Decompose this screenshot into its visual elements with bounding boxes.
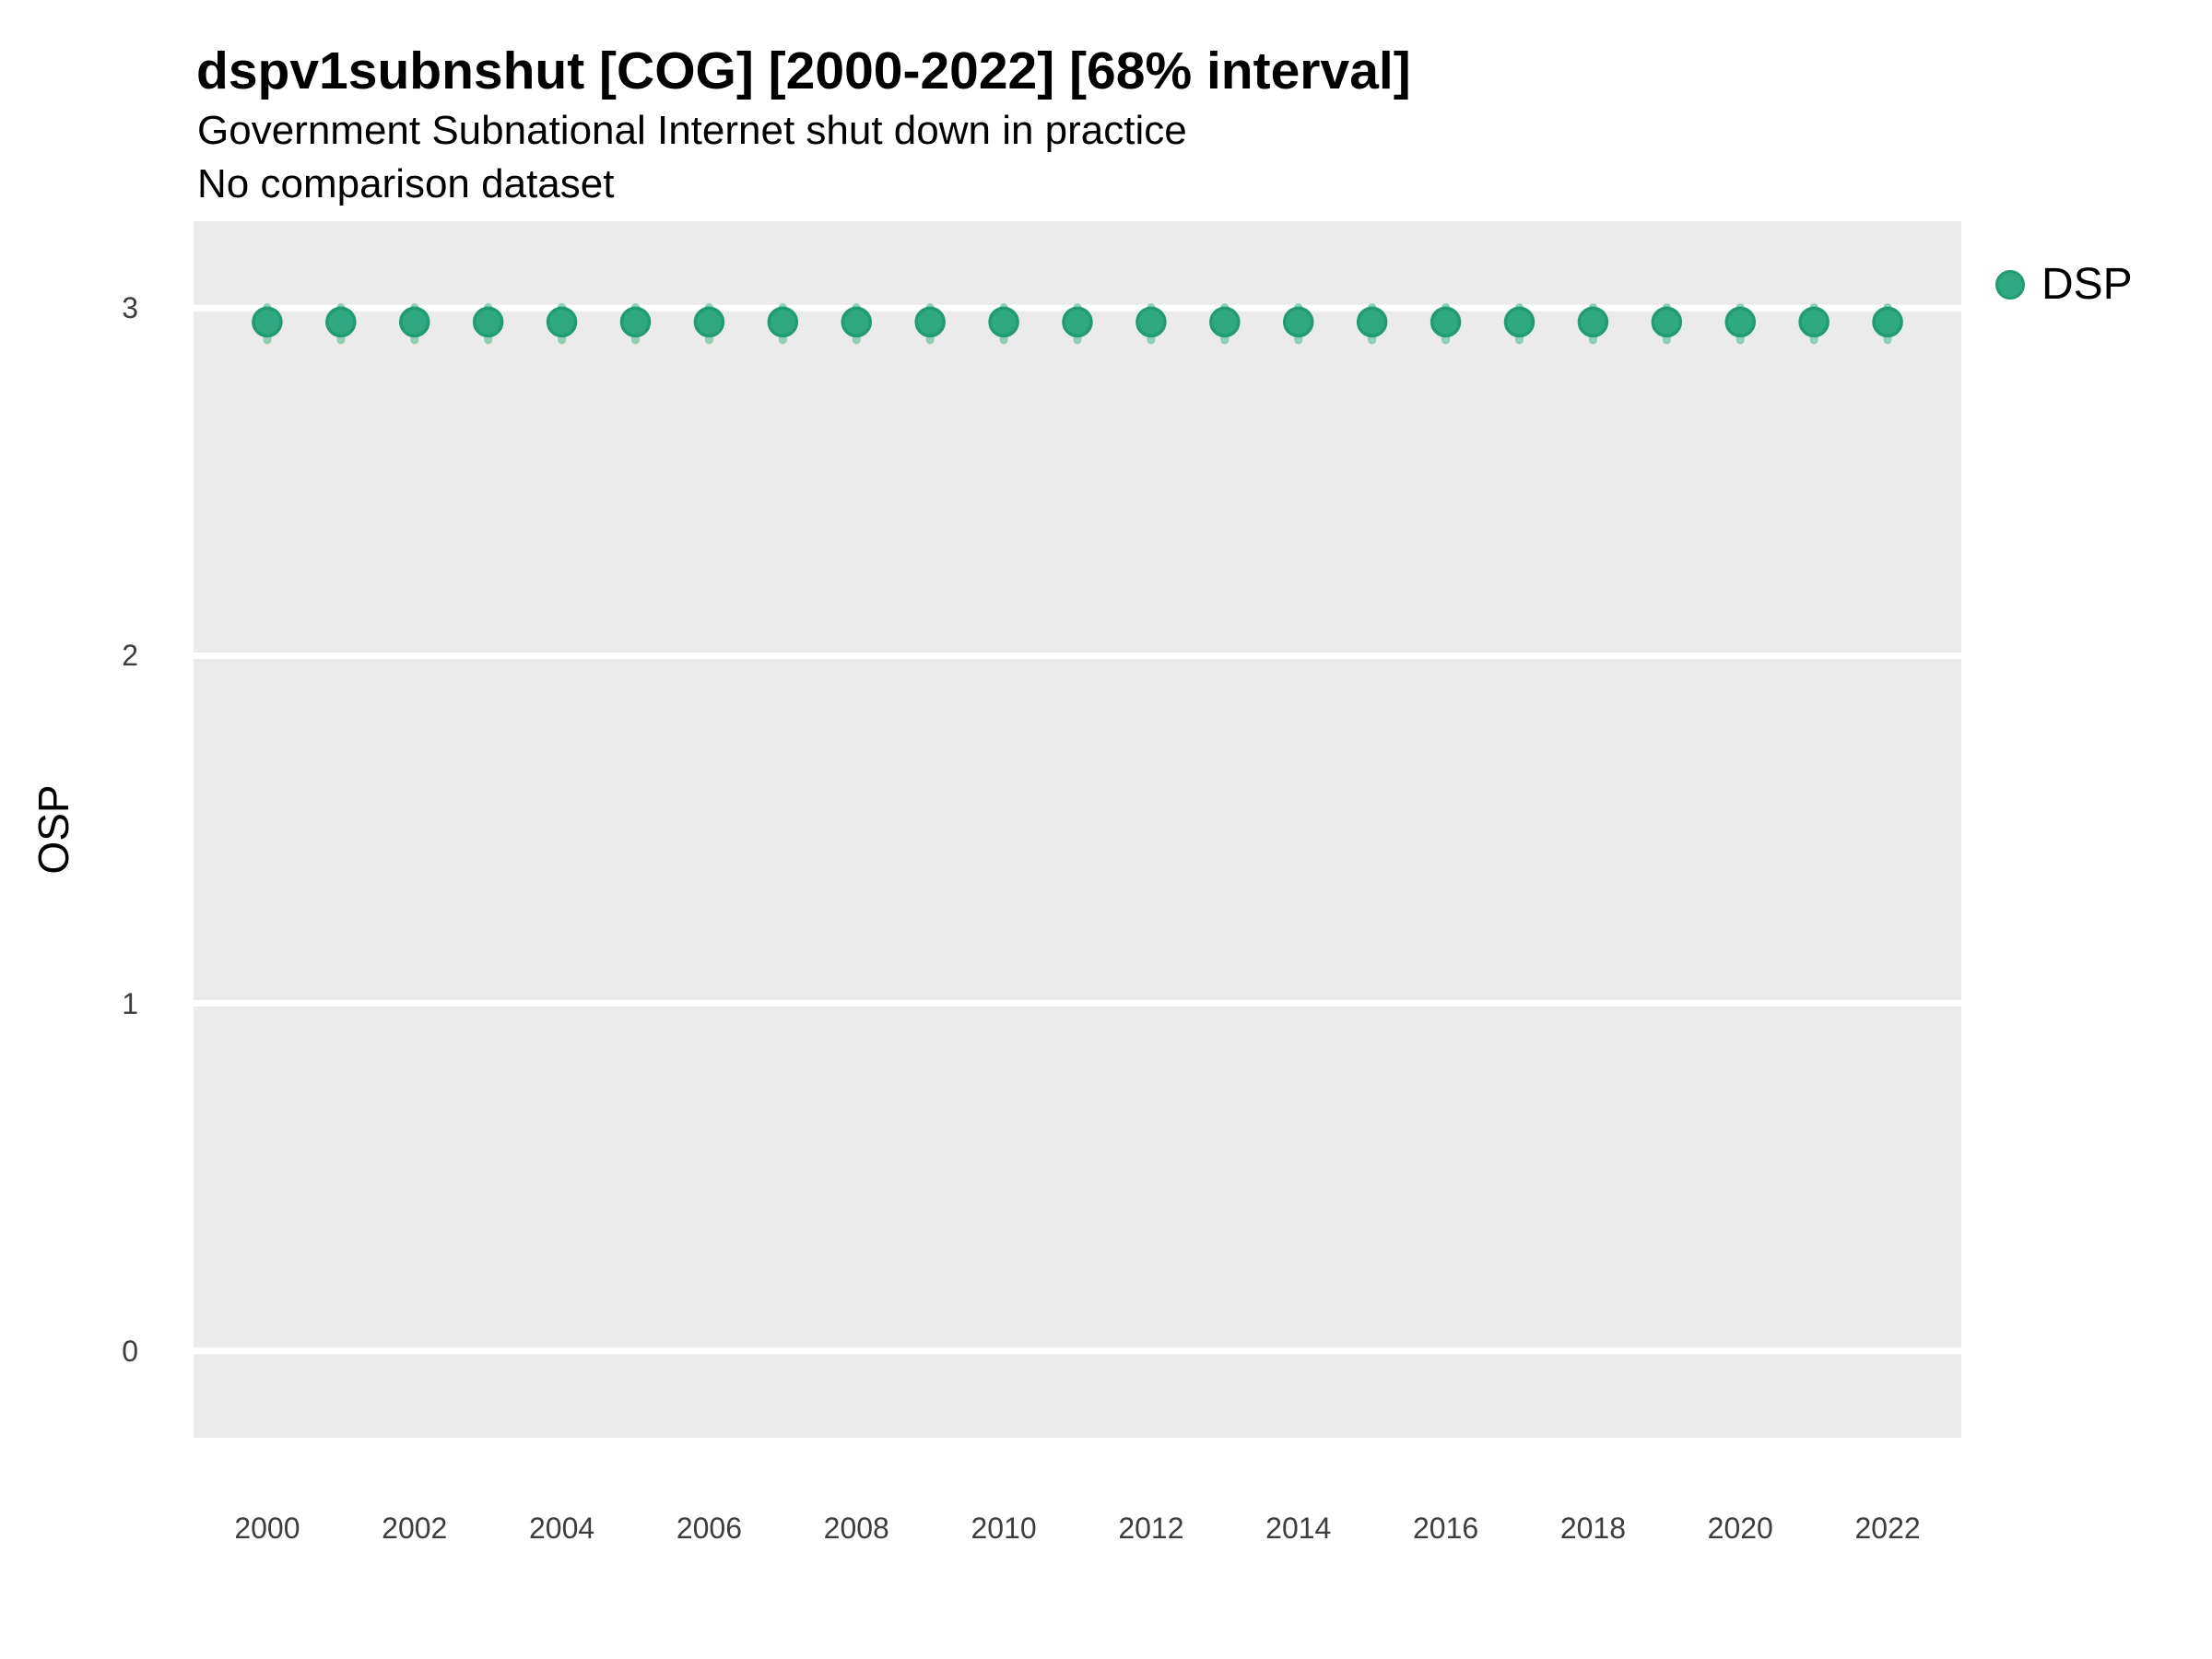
chart-subtitle: Government Subnational Internet shut dow… <box>197 108 1187 153</box>
y-tick-label: 0 <box>122 1334 138 1368</box>
y-tick-label: 2 <box>122 639 138 673</box>
gridline <box>194 1347 1961 1355</box>
plot-panel <box>194 221 1961 1438</box>
data-point <box>325 306 357 338</box>
data-point <box>693 306 725 338</box>
chart-title: dspv1subnshut [COG] [2000-2022] [68% int… <box>196 41 1411 100</box>
x-tick-label: 2012 <box>1118 1512 1184 1545</box>
legend-circle-icon <box>1995 270 2025 300</box>
x-tick-label: 2020 <box>1707 1512 1773 1545</box>
x-tick-label: 2018 <box>1559 1512 1626 1545</box>
data-point <box>841 306 872 338</box>
plot-canvas <box>194 303 1961 1355</box>
data-point <box>472 306 504 338</box>
data-point <box>1724 306 1756 338</box>
data-point <box>988 306 1019 338</box>
data-point <box>1062 306 1093 338</box>
data-point <box>1577 306 1609 338</box>
x-tick-label: 2014 <box>1265 1512 1332 1545</box>
x-tick-label: 2004 <box>528 1512 595 1545</box>
x-tick-label: 2006 <box>676 1512 742 1545</box>
chart-note: No comparison dataset <box>197 161 615 206</box>
x-tick-label: 2022 <box>1854 1512 1921 1545</box>
x-tick-label: 2002 <box>382 1512 448 1545</box>
x-tick-label: 2016 <box>1412 1512 1479 1545</box>
x-tick-label: 2008 <box>823 1512 889 1545</box>
data-point <box>1430 306 1462 338</box>
legend: DSP <box>1995 263 2133 307</box>
data-point <box>1283 306 1314 338</box>
data-point <box>1503 306 1535 338</box>
data-point <box>1209 306 1241 338</box>
x-tick-label: 2000 <box>234 1512 300 1545</box>
y-tick-label: 3 <box>122 291 138 325</box>
data-point <box>1872 306 1903 338</box>
gridline <box>194 1000 1961 1007</box>
y-tick-label: 1 <box>122 986 138 1020</box>
data-point <box>1135 306 1167 338</box>
data-point <box>399 306 430 338</box>
legend-label: DSP <box>2041 260 2133 309</box>
data-point <box>914 306 946 338</box>
data-point <box>252 306 283 338</box>
x-tick-label: 2010 <box>971 1512 1037 1545</box>
data-point <box>619 306 652 338</box>
data-point <box>1651 306 1683 338</box>
gridline <box>194 652 1961 659</box>
data-point <box>1356 306 1388 338</box>
data-point <box>546 306 578 338</box>
data-point <box>767 306 799 338</box>
y-axis-title: OSP <box>29 784 77 875</box>
data-point <box>1798 306 1830 338</box>
